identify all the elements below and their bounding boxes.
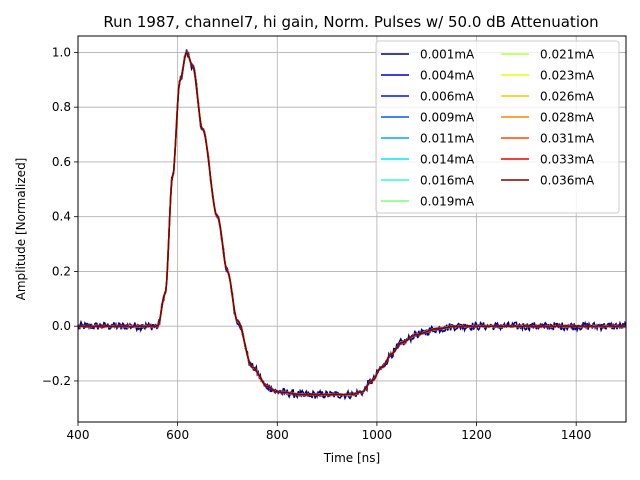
series-layer [77,49,627,401]
chart-title: Run 1987, channel7, hi gain, Norm. Pulse… [103,13,598,31]
y-tick-label: 0.0 [52,319,71,333]
x-axis-label: Time [ns] [323,451,380,465]
legend-entry-label: 0.001mA [420,48,475,62]
legend-entry-label: 0.014mA [420,153,475,167]
x-tick-label: 400 [67,428,90,442]
x-tick-label: 1400 [561,428,592,442]
y-tick-label: 0.8 [52,100,71,114]
legend-entry-label: 0.016mA [420,174,475,188]
legend-entry-label: 0.009mA [420,111,475,125]
legend-entry-label: 0.033mA [540,153,595,167]
y-tick-label: 0.6 [52,155,71,169]
legend-entry-label: 0.023mA [540,69,595,83]
y-tick-label: 1.0 [52,45,71,59]
plot-frame [77,35,627,423]
x-tick-label: 1000 [362,428,393,442]
legend-entry-label: 0.036mA [540,174,595,188]
legend-entry-label: 0.006mA [420,90,475,104]
legend-entry-label: 0.004mA [420,69,475,83]
y-tick-label: 0.2 [52,264,71,278]
legend-entry-label: 0.026mA [540,90,595,104]
y-axis-label: Amplitude [Normalized] [14,158,28,301]
y-tick-label: 0.4 [52,210,71,224]
legend-entry-label: 0.011mA [420,132,475,146]
x-tick-label: 600 [166,428,189,442]
y-tick-label: −0.2 [42,374,71,388]
legend-entry-label: 0.021mA [540,48,595,62]
series-line [77,51,627,397]
tick-layer: 400 600 800 1000 1200 1400 −0.2 0.0 0.2 0.4 0.6 0.8… [42,45,592,442]
legend: 0.001mA 0.004mA 0.006mA 0.009mA 0.011mA 0.014… [375,40,620,214]
legend-entry-label: 0.019mA [420,195,475,209]
x-tick-label: 800 [266,428,289,442]
legend-entry-label: 0.031mA [540,132,595,146]
legend-entry-label: 0.028mA [540,111,595,125]
legend-box [375,40,620,214]
x-tick-label: 1200 [461,428,492,442]
